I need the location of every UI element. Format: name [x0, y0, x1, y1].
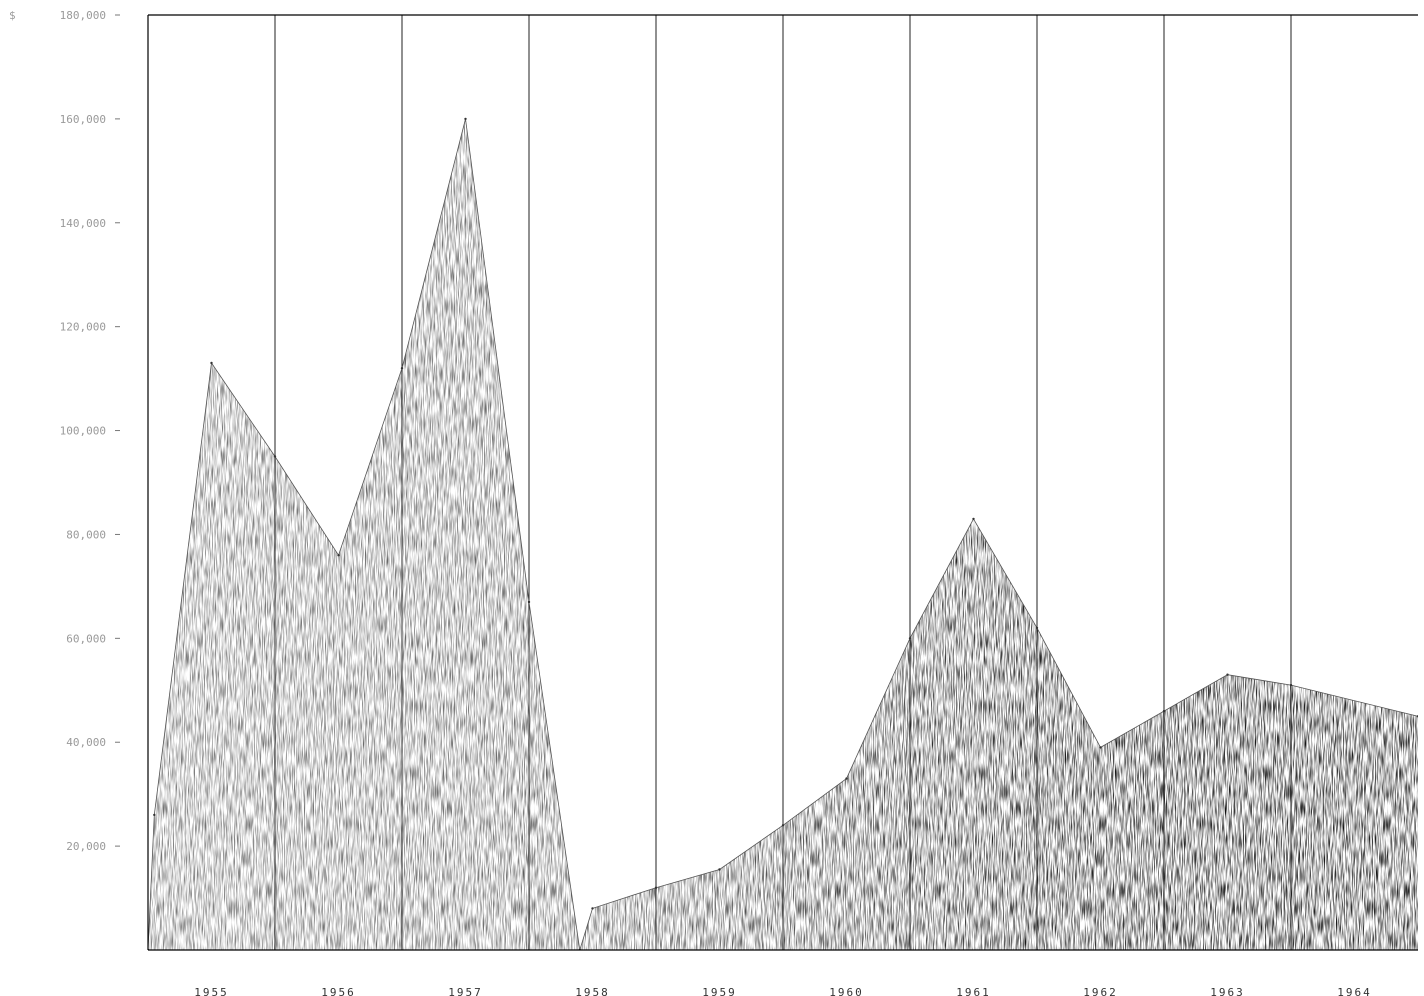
data-point [654, 886, 658, 889]
x-tick-label: 1964 [1337, 986, 1372, 996]
y-tick-label: 20,000 [66, 840, 106, 853]
area-fill [148, 118, 1418, 950]
x-tick-label: 1958 [575, 986, 610, 996]
x-tick-label: 1961 [956, 986, 991, 996]
plot-frame [147, 14, 1418, 951]
y-axis-currency-prefix: $ [9, 9, 16, 22]
data-point [1226, 673, 1229, 676]
data-point [1416, 715, 1418, 718]
data-point [1289, 683, 1293, 687]
data-point [845, 777, 848, 780]
data-point [153, 813, 156, 817]
data-point [1035, 626, 1039, 630]
data-point [527, 600, 531, 604]
y-tick-label: 100,000 [60, 425, 106, 438]
x-tick-label: 1962 [1083, 986, 1118, 996]
data-point [781, 824, 785, 827]
data-point [718, 868, 721, 871]
x-axis: 1955 1956 1957 1958 1959 1960 1961 1962 1963 1964 [194, 986, 1372, 996]
data-point [464, 117, 467, 121]
data-point [908, 637, 912, 640]
data-point [273, 455, 277, 458]
grid-lines [274, 15, 1292, 950]
x-tick-label: 1959 [702, 986, 737, 996]
data-point [591, 907, 594, 910]
y-tick-label: 160,000 [60, 113, 106, 126]
area-outline [148, 118, 1418, 950]
x-tick-label: 1957 [448, 986, 483, 996]
data-point [1099, 746, 1102, 749]
data-point [1162, 709, 1166, 713]
y-axis: 20,000 40,000 60,000 80,000 100,000 120,000 14… [9, 9, 120, 853]
y-tick-label: 60,000 [66, 632, 106, 645]
y-tick-label: 40,000 [66, 736, 106, 749]
data-point [337, 554, 340, 557]
x-tick-label: 1956 [321, 986, 356, 996]
data-point [972, 517, 975, 521]
data-point [400, 367, 404, 370]
y-tick-label: 80,000 [66, 528, 106, 541]
area-series [148, 117, 1418, 950]
y-tick-label: 140,000 [60, 217, 106, 230]
x-tick-label: 1955 [194, 986, 229, 996]
x-tick-label: 1960 [829, 986, 864, 996]
y-tick-label: 120,000 [60, 321, 106, 334]
data-point [210, 361, 213, 365]
y-tick-label: 180,000 [60, 9, 106, 22]
x-tick-label: 1963 [1210, 986, 1245, 996]
